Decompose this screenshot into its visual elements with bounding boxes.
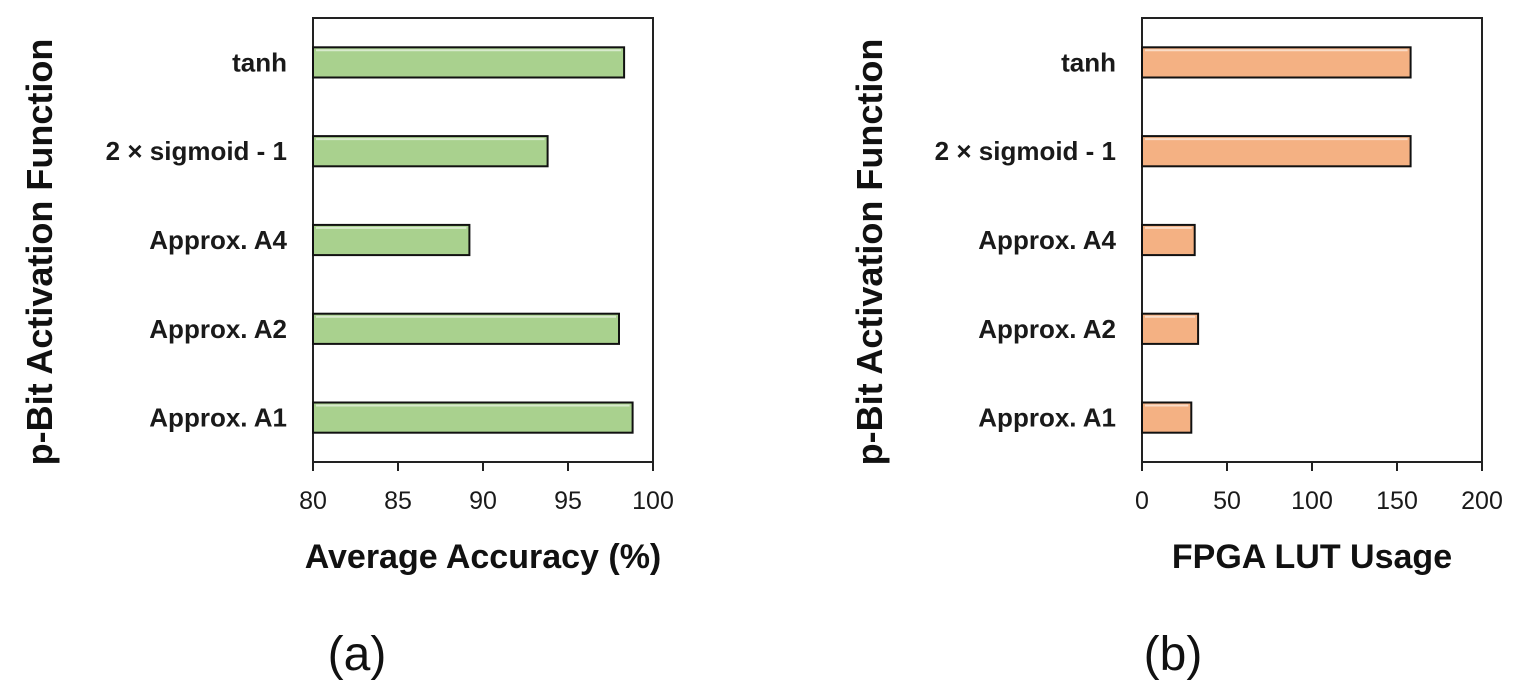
bar [1141,401,1193,434]
bar [312,401,634,434]
x-tick-label: 0 [1135,487,1149,515]
x-tick-label: 80 [299,487,327,515]
panel-label: (a) [328,628,387,681]
bar [312,135,549,168]
x-tick-label: 150 [1376,487,1418,515]
category-label: Approx. A1 [978,403,1116,433]
x-axis-title: Average Accuracy (%) [305,538,662,576]
category-label: Approx. A2 [978,314,1116,344]
category-label: Approx. A4 [149,225,287,255]
bar [312,312,620,345]
category-label: Approx. A1 [149,403,287,433]
category-label: 2 × sigmoid - 1 [935,136,1116,166]
chart-panel-a: tanh 2 × sigmoid - 1 Approx. A4 Approx. A2 A… [19,17,674,681]
bar [1141,46,1412,79]
x-tick-label: 100 [1291,487,1333,515]
x-tick-label: 100 [632,487,674,515]
x-tick-label: 200 [1461,487,1503,515]
category-label: Approx. A2 [149,314,287,344]
bar [1141,312,1200,345]
panel-label: (b) [1144,628,1203,681]
x-tick-label: 85 [384,487,412,515]
bar [312,46,626,79]
bar [1141,135,1412,168]
bar [1141,223,1196,257]
x-tick-label: 50 [1213,487,1241,515]
category-label: 2 × sigmoid - 1 [106,136,287,166]
category-label: tanh [232,47,287,77]
category-label: tanh [1061,47,1116,77]
category-label: Approx. A4 [978,225,1116,255]
y-axis-title: p-Bit Activation Function [19,39,60,466]
chart-panel-b: tanh 2 × sigmoid - 1 Approx. A4 Approx. A2 A… [849,17,1503,681]
bar [312,223,471,257]
x-tick-label: 90 [469,487,497,515]
x-tick-label: 95 [554,487,582,515]
y-axis-title: p-Bit Activation Function [849,39,890,466]
x-axis-title: FPGA LUT Usage [1172,538,1452,576]
